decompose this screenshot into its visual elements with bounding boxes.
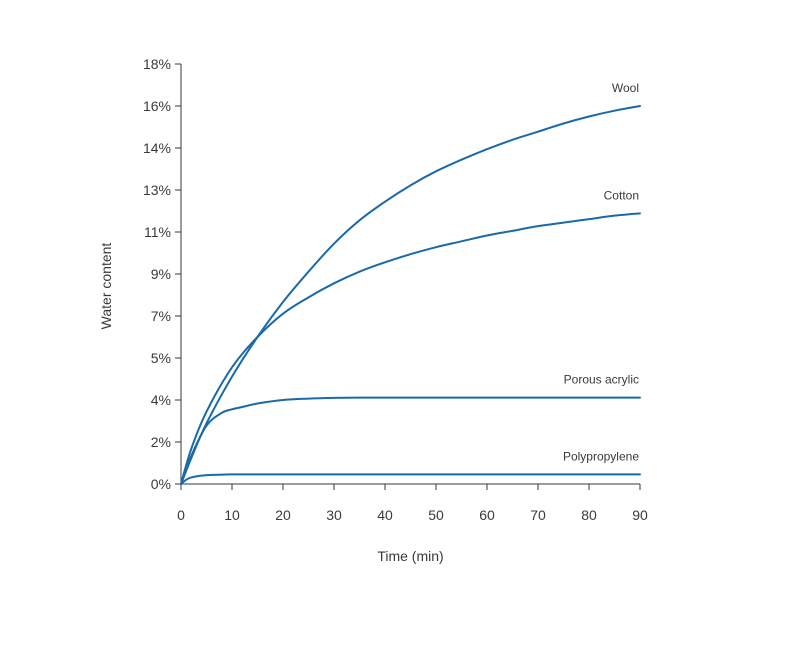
series-label-wool: Wool	[612, 81, 639, 95]
y-tick-label: 9%	[151, 266, 171, 282]
x-tick-label: 70	[530, 507, 546, 523]
x-tick-label: 80	[581, 507, 597, 523]
series-line-porous-acrylic	[180, 396, 641, 485]
y-tick-label: 7%	[151, 308, 171, 324]
series-line-polypropylene	[180, 473, 641, 485]
series-line-wool	[180, 105, 641, 485]
x-tick-label: 20	[275, 507, 291, 523]
series-label-cotton: Cotton	[604, 188, 639, 202]
series-label-polypropylene: Polypropylene	[563, 449, 639, 463]
y-tick-label: 4%	[151, 392, 171, 408]
series-group: Wool Cotton Porous acrylic Polypropylene	[180, 81, 641, 485]
y-tick-label: 18%	[143, 56, 171, 72]
y-tick-label: 11%	[144, 224, 171, 240]
y-tick-label: 16%	[143, 98, 171, 114]
x-tick-label: 50	[428, 507, 444, 523]
x-axis-title: Time (min)	[377, 548, 443, 564]
y-tick-label: 13%	[143, 182, 171, 198]
y-axis-title: Water content	[98, 243, 114, 330]
x-tick-label: 0	[177, 507, 185, 523]
series-label-porous-acrylic: Porous acrylic	[564, 373, 639, 387]
axes: 0% 2% 4% 5% 7% 9% 11% 13% 14% 16% 18% 0 10 20 30 40 50 60…	[143, 56, 648, 523]
x-tick-label: 40	[377, 507, 393, 523]
x-tick-label: 30	[326, 507, 342, 523]
y-tick-label: 0%	[151, 476, 171, 492]
y-tick-label: 2%	[151, 434, 171, 450]
x-tick-label: 10	[224, 507, 240, 523]
y-tick-label: 14%	[143, 140, 171, 156]
x-tick-label: 90	[632, 507, 648, 523]
series-line-cotton	[180, 212, 641, 485]
x-tick-label: 60	[479, 507, 495, 523]
y-tick-label: 5%	[151, 350, 171, 366]
